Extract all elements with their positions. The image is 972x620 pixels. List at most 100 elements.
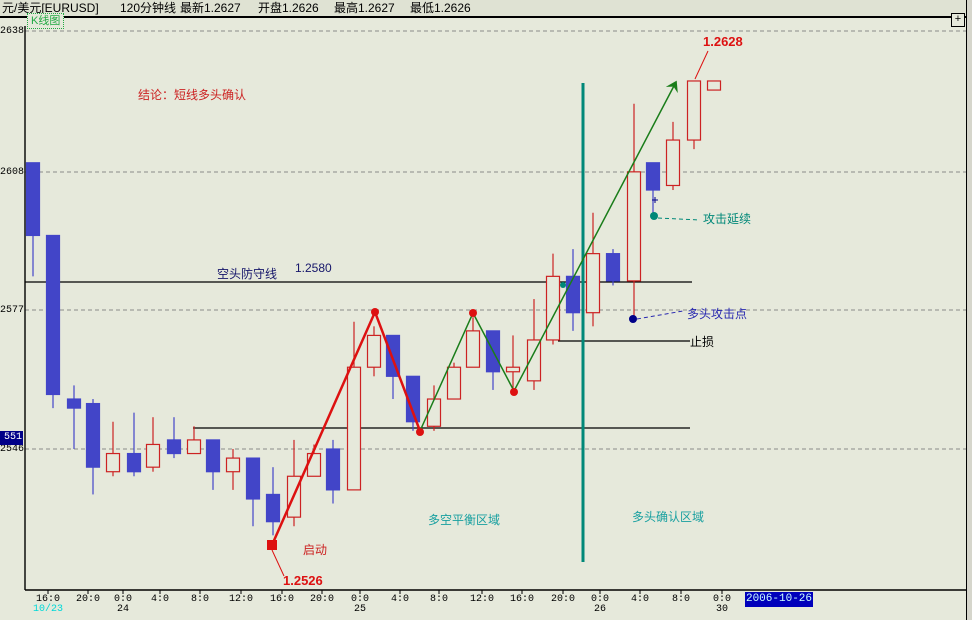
candle-body: [706, 80, 722, 91]
x-axis-label: 20:0: [75, 594, 100, 605]
candle-body: [45, 234, 61, 396]
candle-down: [85, 399, 101, 495]
x-axis-label: 16:0: [35, 594, 60, 605]
candle-body: [505, 366, 521, 373]
candle-up: [225, 449, 241, 490]
x-axis-day-label: 25: [353, 604, 366, 615]
x-axis-day-label: 26: [593, 604, 606, 615]
y-axis-label: 2577: [0, 305, 25, 316]
candle-up: [465, 317, 481, 368]
gridlines: [25, 30, 966, 450]
candle-body: [565, 275, 581, 314]
attack-point-leader: [636, 310, 684, 320]
tab-kline-chart[interactable]: K线图: [27, 13, 65, 29]
launch-label: 启动: [303, 543, 328, 557]
candle-body: [265, 493, 281, 523]
candle-body: [446, 366, 462, 400]
symbol-label: 元/美元[EURUSD]: [2, 1, 99, 15]
low-price-leader: [271, 549, 285, 577]
candle-up: [505, 335, 521, 390]
conclusion-note: 结论：短线多头确认: [138, 88, 247, 102]
x-axis-label: 16:0: [269, 594, 294, 605]
candle-down: [265, 467, 281, 536]
candle-body: [605, 253, 621, 282]
peak1-dot: [371, 308, 379, 316]
x-axis-label: 4:0: [390, 594, 409, 605]
x-axis-label: 4:0: [630, 594, 649, 605]
candle-body: [626, 171, 642, 282]
x-axis-label: 8:0: [190, 594, 209, 605]
candle-body: [186, 439, 202, 455]
x-axis-label: 8:0: [429, 594, 448, 605]
x-axis-label: 12:0: [469, 594, 494, 605]
attack-continue-label: 攻击延续: [703, 212, 752, 226]
candle-up: [426, 385, 442, 431]
date-badge[interactable]: 2006-10-26: [745, 592, 813, 607]
x-axis-label: 20:0: [309, 594, 334, 605]
candle-body: [426, 398, 442, 427]
period-label: 120分钟线: [120, 1, 177, 15]
candle-body: [686, 80, 702, 141]
launch-square-marker: [267, 540, 277, 550]
candle-down: [25, 162, 41, 277]
candle-body: [245, 457, 261, 500]
balance-zone-label: 多空平衡区域: [428, 513, 501, 527]
candle-up: [446, 362, 462, 400]
y-axis-label: 2608: [0, 167, 25, 178]
candle-down: [565, 249, 581, 331]
candle-up: [545, 253, 561, 345]
right-border-strip: [966, 0, 972, 620]
candle-body: [66, 398, 82, 409]
attack-trendline: [419, 80, 678, 432]
high-price-leader: [694, 50, 709, 80]
candle-body: [225, 457, 241, 473]
breakout-dot: [560, 282, 566, 288]
trough2-dot: [510, 388, 518, 396]
high-quote: 最高1.2627: [334, 1, 395, 15]
candle-body: [25, 162, 41, 237]
trough1-dot: [416, 428, 424, 436]
high-price-label: 1.2628: [703, 34, 743, 49]
attack-cont-leader: [657, 217, 701, 221]
x-axis-label: 16:0: [509, 594, 534, 605]
candle-body: [126, 452, 142, 473]
candle-up: [526, 299, 542, 390]
latest-quote: 最新1.2627: [180, 1, 241, 15]
candle-up: [626, 103, 642, 318]
candle-body: [346, 366, 362, 491]
candle-up: [346, 321, 362, 491]
x-axis-label: 0:0: [590, 594, 609, 605]
x-axis-label: 8:0: [671, 594, 690, 605]
candle-up: [585, 212, 601, 327]
axes: [24, 26, 966, 594]
candle-up: [366, 326, 382, 377]
candle-body: [306, 452, 322, 477]
x-axis-label: 12:0: [228, 594, 253, 605]
x-axis-day-label: 24: [116, 604, 129, 615]
window-restore-icon[interactable]: +: [951, 13, 965, 27]
x-axis-label: 20:0: [550, 594, 575, 605]
candle-up: [105, 421, 121, 477]
attack-point-dot: [629, 315, 637, 323]
plus-marker: [652, 197, 658, 203]
candle-up: [665, 121, 681, 191]
price-level-badge: 551: [0, 431, 23, 445]
candle-body: [145, 443, 161, 468]
candle-down: [205, 439, 221, 490]
candle-body: [526, 339, 542, 382]
title-bar: 元/美元[EURUSD] 120分钟线 最新1.2627 开盘1.2626 最高…: [0, 0, 966, 16]
candle-body: [645, 162, 661, 191]
confirm-zone-label: 多头确认区域: [632, 510, 705, 524]
attack-cont-dot: [650, 212, 658, 220]
candle-body: [585, 253, 601, 314]
candle-up: [186, 426, 202, 455]
stoploss-label: 止损: [690, 335, 715, 349]
x-axis-label: 0:0: [113, 594, 132, 605]
candle-up: [706, 80, 722, 91]
candle-body: [465, 330, 481, 368]
x-axis-date-label: 10/23: [32, 604, 63, 615]
defense-line-label: 空头防守线: [217, 267, 278, 281]
title-separator: [0, 16, 966, 18]
